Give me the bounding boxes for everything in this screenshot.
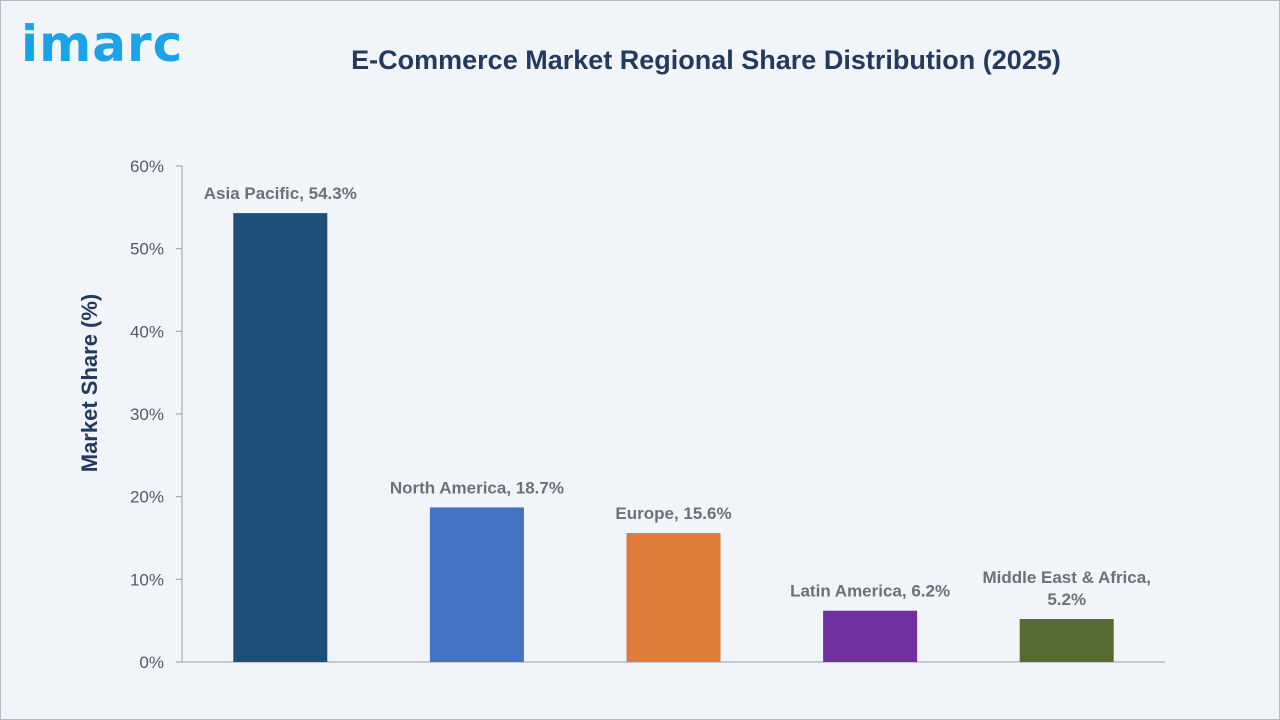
y-tick-label: 10% bbox=[130, 570, 164, 589]
data-label: Latin America, 6.2% bbox=[790, 582, 950, 601]
data-label: 5.2% bbox=[1047, 590, 1086, 609]
data-label: Europe, 15.6% bbox=[615, 504, 731, 523]
data-label: Asia Pacific, 54.3% bbox=[204, 184, 357, 203]
data-label: Middle East & Africa, bbox=[982, 568, 1150, 587]
bar-north-america bbox=[429, 507, 524, 662]
y-tick-label: 60% bbox=[130, 157, 164, 176]
y-axis: 0% 10% 20% 30% 40% 50% 60% bbox=[130, 157, 183, 672]
bar-asia-pacific bbox=[233, 213, 328, 662]
bars-group bbox=[233, 213, 1114, 662]
bar-latin-america bbox=[823, 610, 918, 662]
data-labels-group: Asia Pacific, 54.3% North America, 18.7% E… bbox=[204, 184, 1151, 609]
y-axis-label: Market Share (%) bbox=[77, 294, 102, 473]
y-tick-label: 50% bbox=[130, 240, 164, 259]
data-label: North America, 18.7% bbox=[390, 478, 564, 497]
chart-title: E-Commerce Market Regional Share Distrib… bbox=[351, 45, 1061, 75]
imarc-logo: imarc bbox=[21, 15, 184, 73]
y-tick-label: 40% bbox=[130, 322, 164, 341]
y-tick-label: 20% bbox=[130, 488, 164, 507]
y-tick-label: 0% bbox=[139, 653, 164, 672]
bar-europe bbox=[626, 533, 721, 662]
bar-middle-east-africa bbox=[1019, 619, 1114, 662]
y-tick-label: 30% bbox=[130, 405, 164, 424]
